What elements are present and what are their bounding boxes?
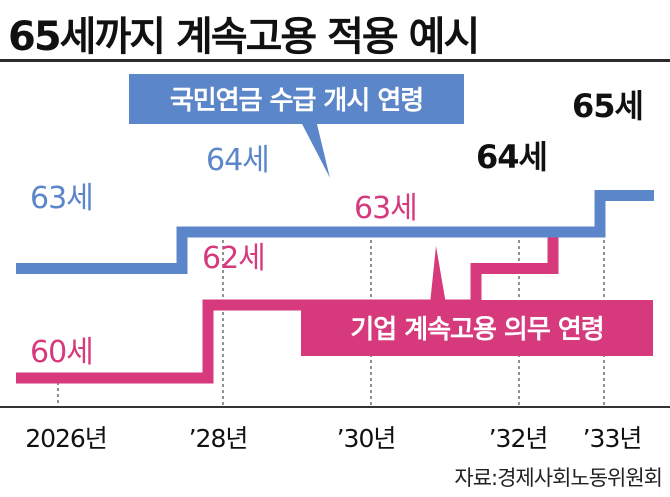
x-tick-label: ’28년: [189, 424, 248, 453]
source-note: 자료:경제사회노동위원회: [454, 466, 663, 490]
employer-callout: 기업 계속고용 의무 연령: [301, 246, 653, 356]
callout-pointer: [300, 120, 330, 178]
callout-box: [129, 74, 464, 124]
data-label: 60세: [30, 335, 93, 370]
title-divider: [0, 59, 670, 62]
chart-title: 65세까지 계속고용 적용 예시: [8, 14, 480, 60]
x-tick-label: ’32년: [489, 424, 548, 453]
callout-label: 기업 계속고용 의무 연령: [350, 315, 603, 345]
data-label: 64세: [476, 138, 547, 176]
pension-age-series: [16, 190, 654, 274]
callout-box: [301, 300, 653, 356]
data-label: 62세: [202, 241, 265, 276]
data-label: 64세: [206, 143, 269, 178]
callout-label: 국민연금 수급 개시 연령: [170, 86, 423, 116]
x-tick-label: ’30년: [337, 424, 396, 453]
data-label: 63세: [30, 181, 93, 216]
data-label: 65세: [572, 87, 643, 125]
x-tick-label: 2026년: [25, 424, 107, 453]
data-label: 63세: [354, 191, 417, 226]
x-tick-label: ’33년: [583, 424, 642, 453]
pension-callout: 국민연금 수급 개시 연령: [129, 74, 464, 178]
callout-pointer: [430, 246, 446, 304]
